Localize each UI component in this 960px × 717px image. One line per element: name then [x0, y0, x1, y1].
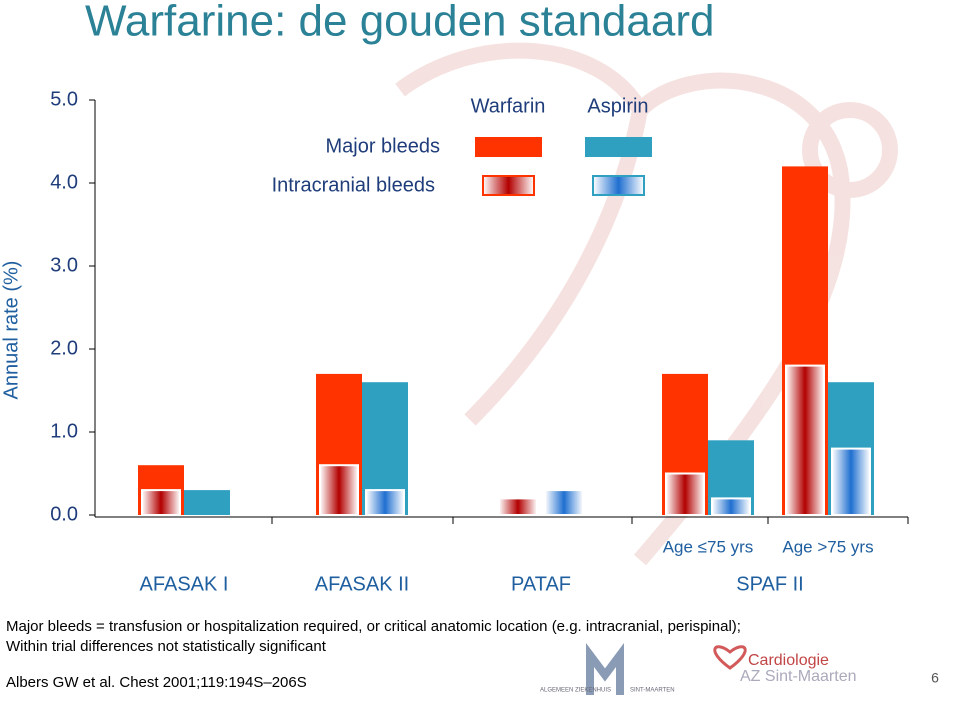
logo-text: AZ Sint-Maarten: [740, 668, 856, 685]
footnote: Within trial differences not statistical…: [6, 638, 327, 655]
legend-swatch: [482, 175, 535, 196]
y-tick-label: 0.0: [50, 503, 78, 525]
logo-text: ALGEMEEN ZIEKENHUIS: [540, 688, 611, 694]
y-tick-label: 2.0: [50, 337, 78, 359]
title: Warfarine: de gouden standaard: [85, 0, 714, 46]
reference: Albers GW et al. Chest 2001;119:194S–206…: [6, 674, 307, 691]
legend-swatch: [475, 137, 542, 157]
x-tick-label: PATAF: [511, 573, 571, 595]
legend-swatch: [592, 175, 645, 196]
bar: [184, 490, 230, 515]
logo-text: SINT-MAARTEN: [630, 688, 675, 694]
y-tick-label: 4.0: [50, 171, 78, 193]
bar-intracranial: [141, 489, 181, 517]
legend-row: Major bleeds: [325, 135, 440, 157]
logo-right: Cardiologie AZ Sint-Maarten: [713, 645, 856, 685]
legend-label: Warfarin: [471, 95, 546, 117]
bar-intracranial: [711, 497, 751, 516]
legend-swatch: [585, 137, 652, 157]
legend-row: Intracranial bleeds: [272, 174, 435, 196]
x-tick-label: Age ≤75 yrs: [663, 537, 754, 556]
y-tick-label: 1.0: [50, 420, 78, 442]
bar-intracranial: [365, 489, 405, 517]
x-tick-label: AFASAK II: [315, 573, 409, 595]
y-tick-label: 3.0: [50, 254, 78, 276]
footnote: Major bleeds = transfusion or hospitaliz…: [6, 618, 741, 635]
y-tick-label: 5.0: [50, 88, 78, 110]
group-label: SPAF II: [736, 573, 803, 595]
bar-intracranial: [831, 447, 871, 517]
legend-label: Aspirin: [587, 95, 648, 117]
page-number: 6: [931, 670, 939, 686]
x-tick-label: Age >75 yrs: [782, 537, 873, 556]
bar-intracranial: [544, 489, 584, 517]
bar-intracranial: [665, 472, 705, 516]
bar-intracranial: [319, 464, 359, 517]
x-tick-label: AFASAK I: [140, 573, 229, 595]
bar-intracranial: [785, 364, 825, 516]
logo-text: Cardiologie: [748, 652, 829, 669]
y-axis-label: Annual rate (%): [0, 261, 22, 400]
logo-left: ALGEMEEN ZIEKENHUIS SINT-MAARTEN: [540, 643, 675, 695]
bar-intracranial: [498, 497, 538, 516]
